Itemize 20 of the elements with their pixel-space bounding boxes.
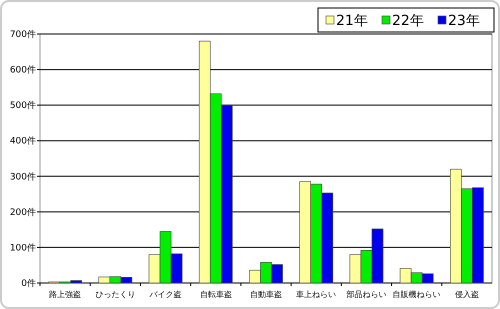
x-tick-label: 車上ねらい bbox=[296, 290, 336, 299]
x-tick-label: ひったくり bbox=[95, 290, 136, 299]
x-tick-label: 自動車盗 bbox=[250, 290, 282, 299]
legend-label: 23年 bbox=[448, 13, 480, 29]
x-tick-label: 自販機ねらい bbox=[392, 290, 441, 299]
x-tick-label: バイク盗 bbox=[148, 290, 182, 299]
y-tick-label: 300件 bbox=[10, 171, 36, 182]
legend-label: 21年 bbox=[336, 13, 368, 29]
y-tick-label: 500件 bbox=[10, 100, 36, 112]
x-tick-label: 路上強盗 bbox=[49, 290, 82, 299]
y-tick-label: 200件 bbox=[10, 206, 36, 218]
y-tick-label: 700件 bbox=[10, 29, 36, 40]
x-tick-label: 部品ねらい bbox=[346, 290, 386, 299]
y-tick-label: 600件 bbox=[10, 64, 36, 76]
x-tick-label: 侵入盗 bbox=[454, 290, 479, 299]
y-tick-label: 100件 bbox=[10, 242, 36, 254]
x-tick-label: 自転車盗 bbox=[200, 290, 232, 299]
y-tick-label: 400件 bbox=[10, 136, 36, 147]
y-tick-label: 0件 bbox=[21, 278, 36, 289]
legend-label: 22年 bbox=[392, 13, 424, 29]
